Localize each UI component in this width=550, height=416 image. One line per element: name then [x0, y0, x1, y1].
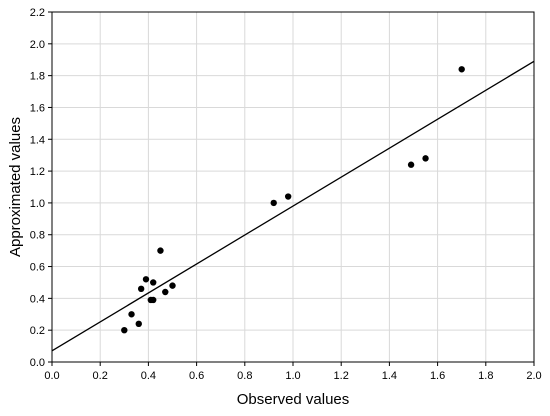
y-tick-label: 1.6: [30, 102, 45, 114]
scatter-point: [458, 66, 465, 73]
scatter-point: [142, 276, 150, 283]
y-tick-label: 2.0: [30, 39, 45, 51]
x-tick-label: 2.0: [526, 370, 541, 382]
scatter-point: [137, 285, 145, 293]
y-tick-label: 0.0: [30, 357, 45, 369]
scatter-point: [128, 311, 135, 318]
x-axis-title: Observed values: [237, 391, 350, 408]
scatter-point: [407, 161, 415, 168]
scatter-point: [150, 296, 157, 304]
x-tick-labels: 0.0 0.2 0.4 0.6 0.8 1.0 1.2 1.4 1.6 1.8 2.0: [44, 370, 541, 382]
y-tick-label: 1.0: [30, 198, 45, 210]
x-tick-label: 0.0: [44, 370, 59, 382]
axes: [48, 11, 535, 366]
x-tick-label: 0.8: [237, 370, 252, 382]
scatter-point: [270, 199, 277, 207]
x-tick-label: 0.2: [93, 370, 108, 382]
grid-lines: [52, 12, 534, 362]
y-tick-label: 1.2: [30, 166, 45, 178]
scatter-point: [422, 155, 429, 162]
y-tick-label: 1.4: [30, 134, 45, 146]
y-tick-label: 2.2: [30, 7, 45, 19]
fit-line-group: [51, 60, 535, 352]
x-tick-label: 1.4: [382, 370, 397, 382]
y-tick-label: 1.8: [30, 71, 45, 83]
plot-frame: [51, 11, 535, 363]
scatter-point: [284, 193, 292, 200]
x-tick-label: 1.8: [478, 370, 493, 382]
scatter-point: [169, 282, 176, 289]
y-tick-label: 0.4: [30, 293, 45, 305]
fit-line: [51, 60, 535, 352]
y-tick-label: 0.8: [30, 230, 45, 242]
y-tick-label: 0.2: [30, 325, 45, 337]
scatter-point: [157, 247, 164, 254]
scatter-point: [135, 320, 142, 328]
y-tick-label: 0.6: [30, 262, 45, 274]
x-tick-label: 0.4: [141, 370, 156, 382]
x-tick-label: 0.6: [189, 370, 204, 382]
x-tick-label: 1.0: [285, 370, 300, 382]
x-tick-label: 1.6: [430, 370, 445, 382]
scatter-point: [121, 326, 128, 334]
scatter-point: [162, 288, 169, 296]
data-points: [121, 66, 465, 334]
y-axis-title: Approximated values: [7, 117, 24, 257]
x-tick-label: 1.2: [334, 370, 349, 382]
y-tick-labels: 0.0 0.2 0.4 0.6 0.8 1.0 1.2 1.4 1.6 1.8 2.0 2.2: [30, 7, 45, 369]
scatter-point: [150, 279, 157, 286]
